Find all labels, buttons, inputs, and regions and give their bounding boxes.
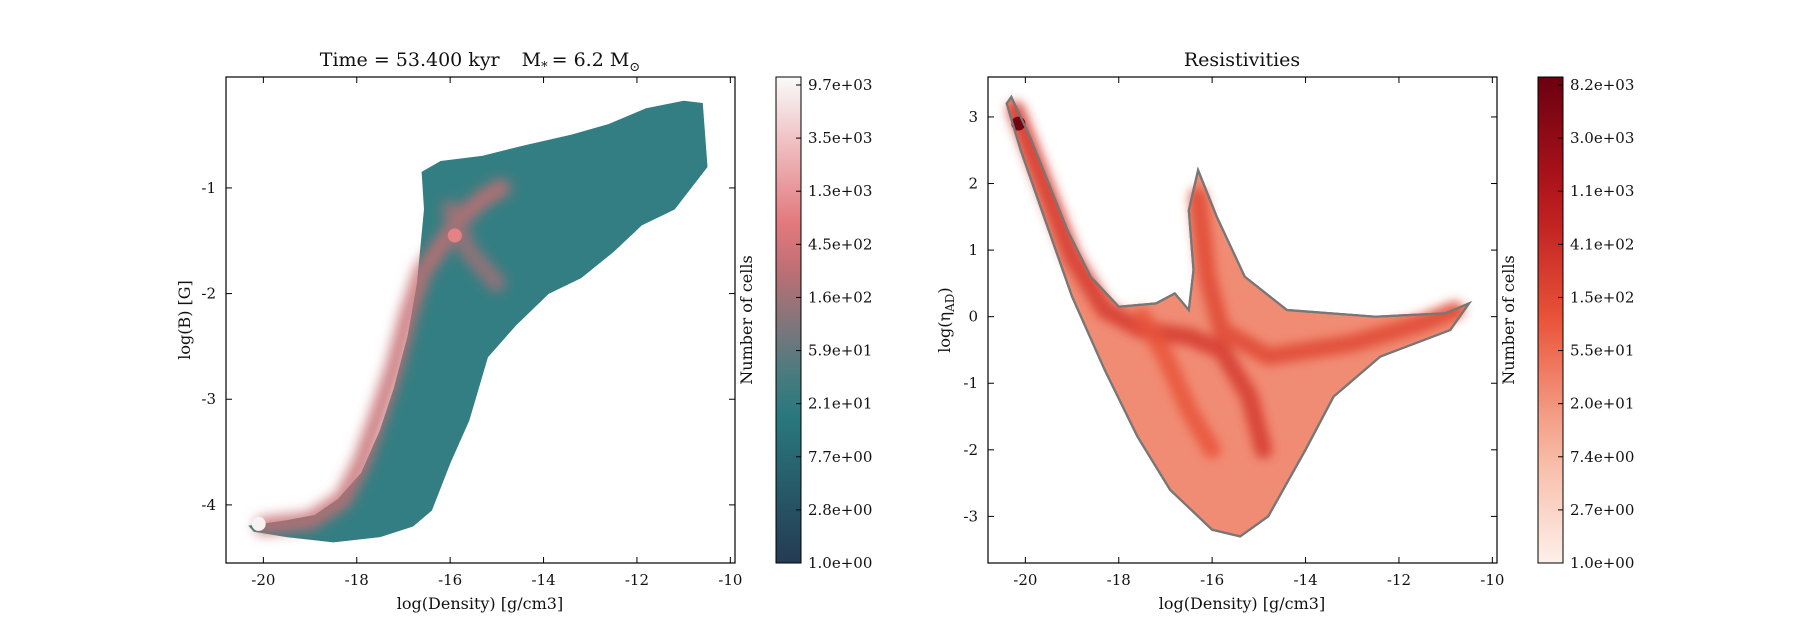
left-colorbar-label: Number of cells — [737, 255, 756, 384]
y-tick-label: -1 — [201, 179, 216, 197]
left-x-axis-label: log(Density) [g/cm3] — [397, 594, 563, 613]
x-tick-label: -20 — [251, 571, 275, 589]
right-colorbar-label: Number of cells — [1499, 255, 1518, 384]
colorbar-tick-label: 7.4e+00 — [1570, 448, 1634, 466]
ridge-group — [1007, 101, 1464, 459]
colorbar-tick-label: 3.0e+03 — [1570, 129, 1634, 147]
colorbar-tick-label: 4.1e+02 — [1570, 235, 1634, 253]
colorbar-tick-label: 2.7e+00 — [1570, 501, 1634, 519]
y-tick-label: 0 — [968, 308, 978, 326]
right-x-axis-label: log(Density) [g/cm3] — [1159, 594, 1325, 613]
x-tick-label: -12 — [1387, 571, 1411, 589]
density-hotspot — [447, 228, 462, 243]
y-tick-label: 2 — [968, 175, 978, 193]
colorbar-strip — [775, 76, 802, 564]
density-hotspot — [251, 516, 266, 531]
colorbar-tick-label: 7.7e+00 — [808, 448, 872, 466]
x-tick-label: -10 — [718, 571, 742, 589]
y-tick-label: -4 — [201, 496, 216, 514]
y-tick-label: -2 — [963, 441, 978, 459]
x-tick-label: -10 — [1480, 571, 1504, 589]
density-ridge — [1133, 307, 1222, 459]
right-title: Resistivities — [1184, 49, 1300, 71]
colorbar-tick-label: 8.2e+03 — [1570, 76, 1634, 94]
left-ticks: -20 -18 -16 -14 -12 -10 -4 -3 -2 -1 — [201, 77, 742, 589]
density-region — [1005, 94, 1473, 538]
colorbar-tick-label: 5.5e+01 — [1570, 342, 1634, 360]
x-tick-label: -18 — [345, 571, 369, 589]
y-tick-label: 3 — [968, 108, 978, 126]
colorbar-tick-label: 1.3e+03 — [808, 182, 872, 200]
x-tick-label: -12 — [625, 571, 649, 589]
left-title: Time = 53.400 kyr M* = 6.2 M⊙ — [320, 49, 640, 75]
colorbar-tick-label: 2.1e+01 — [808, 395, 872, 413]
y-tick-label: 1 — [968, 241, 978, 259]
density-ridge — [441, 200, 506, 292]
density-ridge — [254, 178, 511, 535]
y-tick-label: -1 — [963, 374, 978, 392]
x-tick-label: -18 — [1107, 571, 1131, 589]
left-heatmap — [248, 100, 708, 543]
y-tick-label: -3 — [201, 390, 216, 408]
colorbar-tick-label: 9.7e+03 — [808, 76, 872, 94]
region-outline — [1005, 94, 1473, 538]
colorbar-tick-label: 1.0e+00 — [1570, 554, 1634, 572]
x-tick-label: -20 — [1013, 571, 1037, 589]
right-heatmap — [1005, 94, 1473, 538]
colorbar-tick-label: 2.8e+00 — [808, 501, 872, 519]
left-panel: Time = 53.400 kyr M* = 6.2 M⊙ -20 -18 -16 -14… — [175, 49, 872, 613]
colorbar-tick-label: 1.0e+00 — [808, 554, 872, 572]
right-colorbar: 1.0e+00 2.7e+00 7.4e+00 2.0e+01 5.5e+01 1.5e+… — [1537, 76, 1634, 572]
x-tick-label: -14 — [531, 571, 555, 589]
colorbar-tick-label: 1.5e+02 — [1570, 288, 1634, 306]
x-tick-label: -16 — [438, 571, 462, 589]
left-axes-frame — [225, 76, 736, 564]
colorbar-tick-label: 1.6e+02 — [808, 288, 872, 306]
ridge-group — [254, 178, 511, 535]
colorbar-tick-label: 2.0e+01 — [1570, 395, 1634, 413]
colorbar-tick-label: 5.9e+01 — [808, 342, 872, 360]
density-ridge — [1189, 187, 1464, 366]
right-panel: Resistivities -20 -18 -16 -14 -12 -10-3-2-101… — [935, 49, 1634, 613]
left-y-axis-label: log(B) [G] — [175, 280, 194, 360]
y-tick-label: -2 — [201, 285, 216, 303]
x-tick-label: -16 — [1200, 571, 1224, 589]
colorbar-tick-label: 4.5e+02 — [808, 235, 872, 253]
colorbar-tick-label: 1.1e+03 — [1570, 182, 1634, 200]
colorbar-strip — [1537, 76, 1564, 564]
left-colorbar: 1.0e+00 2.8e+00 7.7e+00 2.1e+01 5.9e+01 1.6e+… — [775, 76, 872, 572]
density-region — [248, 100, 708, 543]
colorbar-tick-label: 3.5e+03 — [808, 129, 872, 147]
x-tick-label: -14 — [1293, 571, 1317, 589]
y-tick-label: -3 — [963, 507, 978, 525]
right-y-axis-label: log(ηAD) — [935, 287, 957, 352]
right-axes-frame — [987, 76, 1498, 564]
